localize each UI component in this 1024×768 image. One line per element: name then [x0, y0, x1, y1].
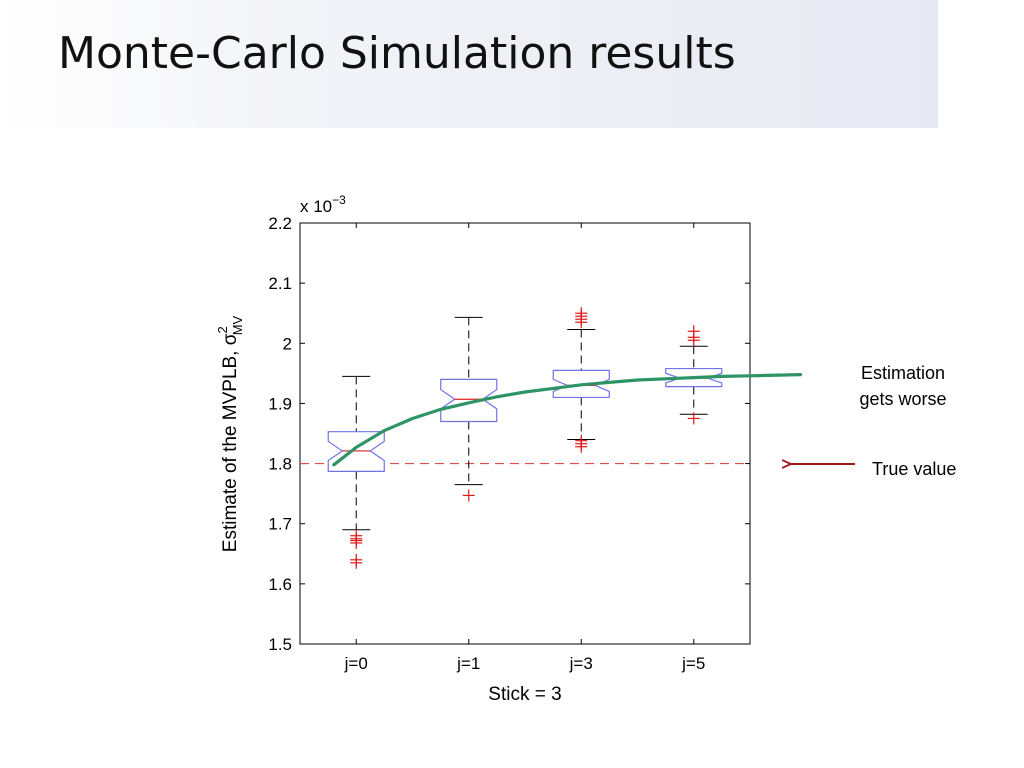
x-tick-label: j=1 [456, 654, 480, 673]
y-tick-label: 2.2 [268, 214, 292, 233]
estimation-annotation-line2: gets worse [859, 389, 947, 409]
trend-curve [332, 373, 803, 467]
y-tick-label: 2.1 [268, 274, 292, 293]
box-body [440, 378, 498, 423]
y-tick-label: 1.6 [268, 575, 292, 594]
outlier-marker [350, 536, 363, 549]
x-tick-label: j=0 [344, 654, 368, 673]
outlier-marker [575, 440, 588, 453]
y-exponent-power: −3 [332, 193, 346, 207]
x-tick-label: j=5 [681, 654, 705, 673]
trend-layer [332, 373, 803, 467]
y-tick-label: 1.7 [268, 515, 292, 534]
boxes-layer [327, 307, 723, 569]
box-j=0 [327, 375, 385, 569]
y-axis-label-main: Estimate of the MVPLB, σ [220, 333, 241, 552]
y-axis-label: Estimate of the MVPLB, σ2MV [215, 315, 245, 552]
box-body [327, 431, 385, 472]
outlier-marker [462, 489, 475, 502]
y-axis-label-sup: 2 [215, 326, 230, 333]
y-axis-label-sub: MV [230, 315, 245, 335]
y-tick-label: 1.8 [268, 455, 292, 474]
outlier-marker [350, 556, 363, 569]
slide-title: Monte-Carlo Simulation results [58, 28, 736, 79]
estimation-annotation: Estimation gets worse [838, 360, 968, 412]
y-tick-label: 1.9 [268, 394, 292, 413]
y-exponent: x 10−3 [300, 193, 346, 216]
axis-ticks: 1.5 1.6 1.7 1.8 1.9 2 2.1 2.2 j=0 j=1 j=3 j=5 [268, 214, 750, 673]
outlier-marker [687, 412, 700, 425]
true-value-annotation: True value [872, 459, 957, 479]
outlier-marker [687, 334, 700, 347]
box-j=1 [440, 316, 498, 502]
y-tick-label: 2 [283, 334, 292, 353]
y-exponent-prefix: x 10 [300, 197, 332, 216]
x-tick-label: j=3 [569, 654, 593, 673]
title-band [0, 0, 938, 128]
outlier-marker [575, 316, 588, 329]
estimation-annotation-line1: Estimation [860, 363, 946, 383]
x-axis-label: Stick = 3 [488, 684, 561, 705]
y-tick-label: 1.5 [268, 635, 292, 654]
